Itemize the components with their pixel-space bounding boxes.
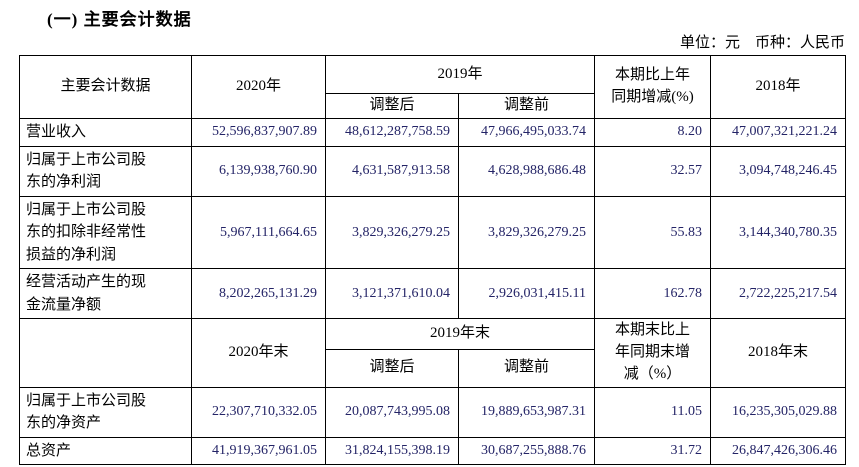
key-accounting-data-table: 主要会计数据 2020年 2019年 本期比上年 同期增减(%) 2018年 调…	[19, 55, 847, 465]
col-header-change-pct: 本期比上年 同期增减(%)	[594, 55, 712, 119]
table-row-total-assets: 总资产 41,919,367,961.05 31,824,155,398.19 …	[19, 436, 847, 465]
value-2019-adjusted: 3,829,326,279.25	[325, 195, 459, 270]
table-row-net-profit: 归属于上市公司股 东的净利润 6,139,938,760.90 4,631,58…	[19, 145, 847, 197]
col-header-2020-end: 2020年末	[191, 318, 326, 388]
row-label: 归属于上市公司股 东的扣除非经常性 损益的净利润	[19, 195, 192, 270]
value-2019-original: 4,628,988,686.48	[457, 145, 596, 197]
value-change-pct: 8.20	[594, 117, 712, 147]
value-2019-adjusted: 48,612,287,758.59	[325, 117, 459, 147]
table-row-operating-cash-flow: 经营活动产生的现 金流量净额 8,202,265,131.29 3,121,37…	[19, 268, 847, 320]
header-row-annual: 主要会计数据 2020年 2019年 本期比上年 同期增减(%) 2018年	[19, 55, 847, 119]
value-2020-end: 41,919,367,961.05	[191, 436, 326, 465]
header-row-year-end: 2020年末 2019年末 本期末比上 年同期末增 减（%） 2018年末	[19, 318, 847, 388]
value-end-change-pct: 11.05	[594, 386, 712, 438]
row-label: 经营活动产生的现 金流量净额	[19, 268, 192, 320]
col-header-adjusted-after: 调整后	[325, 348, 459, 388]
col-header-2020: 2020年	[191, 55, 326, 119]
value-2019-end-original: 30,687,255,888.76	[457, 436, 596, 465]
row-label: 归属于上市公司股 东的净资产	[19, 386, 192, 438]
col-header-adjusted-after: 调整后	[325, 93, 459, 119]
col-header-adjusted-before: 调整前	[457, 93, 596, 119]
col-header-2018-end: 2018年末	[710, 318, 847, 388]
row-label: 归属于上市公司股 东的净利润	[19, 145, 192, 197]
currency-unit-note: 单位：元 币种：人民币	[679, 35, 845, 51]
subheader-row-year-end: 调整后 调整前	[20, 348, 846, 388]
row-label: 营业收入	[19, 117, 192, 147]
value-2020-end: 22,307,710,332.05	[191, 386, 326, 438]
subheader-row-annual: 调整后 调整前	[20, 93, 846, 119]
value-2019-adjusted: 4,631,587,913.58	[325, 145, 459, 197]
value-2020: 8,202,265,131.29	[191, 268, 326, 320]
value-2020: 52,596,837,907.89	[191, 117, 326, 147]
value-change-pct: 162.78	[594, 268, 712, 320]
value-2019-adjusted: 3,121,371,610.04	[325, 268, 459, 320]
row-label: 总资产	[19, 436, 192, 465]
value-2018: 47,007,321,221.24	[710, 117, 847, 147]
value-change-pct: 32.57	[594, 145, 712, 197]
col-header-2018: 2018年	[710, 55, 847, 119]
col-header-end-change-pct: 本期末比上 年同期末增 减（%）	[594, 318, 712, 388]
value-2020: 5,967,111,664.65	[191, 195, 326, 270]
table-row-revenue: 营业收入 52,596,837,907.89 48,612,287,758.59…	[19, 117, 847, 147]
table-row-net-assets: 归属于上市公司股 东的净资产 22,307,710,332.05 20,087,…	[19, 386, 847, 438]
value-2019-original: 2,926,031,415.11	[457, 268, 596, 320]
section-title: (一) 主要会计数据	[47, 10, 192, 29]
col-header-2019: 2019年	[324, 55, 596, 94]
value-change-pct: 55.83	[594, 195, 712, 270]
col-header-2019-end: 2019年末	[324, 318, 596, 350]
value-2018: 3,144,340,780.35	[710, 195, 847, 270]
value-2018: 3,094,748,246.45	[710, 145, 847, 197]
col-header-label: 主要会计数据	[19, 55, 192, 119]
value-2019-end-original: 19,889,653,987.31	[457, 386, 596, 438]
value-2018-end: 26,847,426,306.46	[710, 436, 847, 465]
value-2019-end-adjusted: 31,824,155,398.19	[325, 436, 459, 465]
value-2019-end-adjusted: 20,087,743,995.08	[325, 386, 459, 438]
value-end-change-pct: 31.72	[594, 436, 712, 465]
value-2018: 2,722,225,217.54	[710, 268, 847, 320]
value-2018-end: 16,235,305,029.88	[710, 386, 847, 438]
table-row-net-profit-excl-nonrecurring: 归属于上市公司股 东的扣除非经常性 损益的净利润 5,967,111,664.6…	[19, 195, 847, 270]
value-2020: 6,139,938,760.90	[191, 145, 326, 197]
col-header-label-empty	[19, 318, 192, 388]
col-header-adjusted-before: 调整前	[457, 348, 596, 388]
value-2019-original: 3,829,326,279.25	[457, 195, 596, 270]
value-2019-original: 47,966,495,033.74	[457, 117, 596, 147]
